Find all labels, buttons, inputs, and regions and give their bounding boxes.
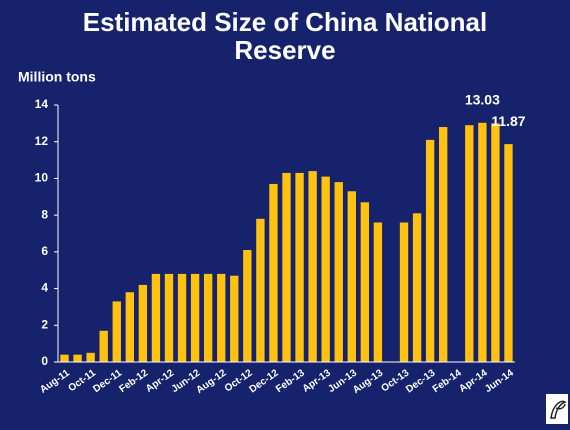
- bar: [425, 139, 435, 362]
- bar: [151, 273, 161, 362]
- bar: [439, 127, 448, 363]
- data-label: 11.87: [491, 113, 525, 129]
- bar: [256, 218, 265, 362]
- x-tick-label: Feb-12: [117, 367, 150, 395]
- y-tick-label: 2: [41, 317, 48, 331]
- x-tick-label: Aug-11: [38, 367, 72, 395]
- bar: [295, 172, 304, 362]
- bar: [347, 191, 356, 362]
- bar: [138, 284, 148, 362]
- data-label: 13.03: [465, 92, 500, 108]
- bar: [230, 275, 239, 362]
- bar: [478, 122, 487, 362]
- bar: [334, 182, 343, 362]
- bar: [73, 354, 82, 362]
- bar: [491, 123, 500, 362]
- x-tick-label: Feb-14: [431, 367, 464, 395]
- y-tick-label: 12: [35, 134, 49, 148]
- bar: [504, 144, 513, 362]
- bar: [112, 301, 121, 362]
- y-tick-label: 10: [35, 171, 49, 185]
- bar: [321, 176, 330, 362]
- x-tick-label: Dec-11: [91, 367, 124, 395]
- bar: [360, 202, 370, 362]
- x-tick-label: Feb-13: [274, 367, 307, 395]
- bar: [373, 222, 383, 362]
- bar: [269, 183, 278, 362]
- bar: [399, 222, 409, 362]
- y-axis-label: Million tons: [18, 69, 96, 85]
- bar: [60, 354, 69, 362]
- chart-title: Estimated Size of China National Reserve: [82, 7, 488, 65]
- bar: [217, 273, 226, 362]
- bar: [243, 250, 252, 362]
- bar: [465, 125, 474, 362]
- bar: [190, 273, 200, 362]
- logo: [546, 394, 568, 424]
- bar: [125, 292, 134, 362]
- bar: [203, 273, 213, 362]
- x-tick-label: Aug-13: [351, 367, 385, 396]
- bar: [164, 273, 174, 362]
- bar: [308, 171, 317, 362]
- y-tick-label: 14: [35, 97, 49, 111]
- y-tick-label: 8: [41, 207, 48, 221]
- bar: [99, 330, 108, 362]
- bar: [282, 172, 291, 362]
- y-tick-label: 4: [41, 281, 48, 295]
- bar: [412, 213, 422, 362]
- y-tick-label: 6: [41, 244, 48, 258]
- y-tick-label: 0: [41, 354, 48, 368]
- bar: [177, 273, 187, 362]
- x-tick-label: Aug-12: [194, 367, 228, 396]
- x-tick-label: Dec-13: [404, 367, 438, 395]
- x-tick-label: Dec-12: [247, 367, 281, 395]
- bar: [86, 352, 95, 362]
- x-tick-label: Jun-14: [483, 367, 516, 395]
- logo-icon: [550, 400, 567, 419]
